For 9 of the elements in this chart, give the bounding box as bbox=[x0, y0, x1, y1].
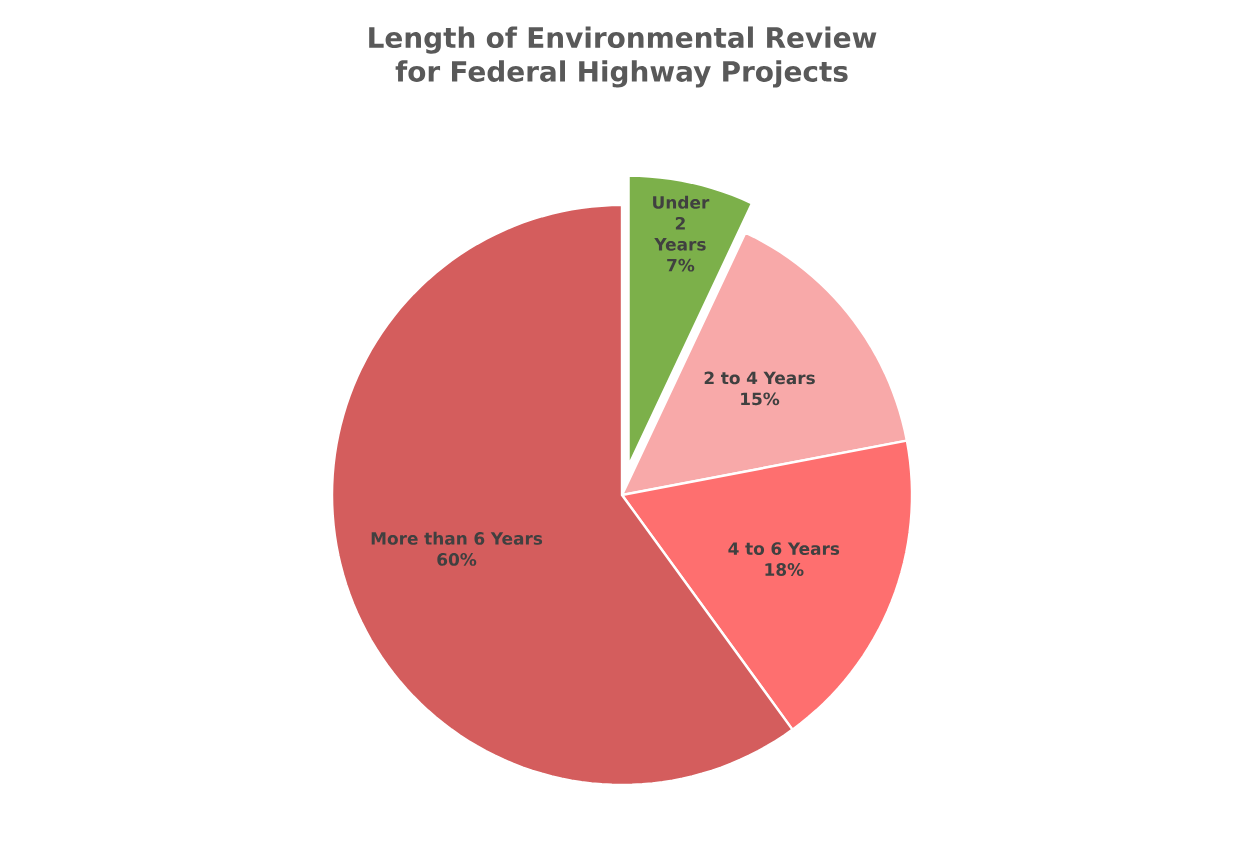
data-label: 15% bbox=[741, 392, 780, 406]
slice-label: 4 to 6 Years bbox=[728, 542, 840, 555]
slice-label: Under 2 Years bbox=[653, 195, 710, 251]
data-label: 7% bbox=[667, 258, 695, 272]
data-label: 18% bbox=[765, 563, 804, 576]
data-label: 60% bbox=[437, 552, 477, 566]
slice-label: 2 to 4 Years bbox=[704, 371, 815, 385]
slice-label: More than 6 Years bbox=[371, 531, 543, 545]
chart-title: Length of Environmental Review for Federal Highway Projects bbox=[369, 26, 877, 88]
